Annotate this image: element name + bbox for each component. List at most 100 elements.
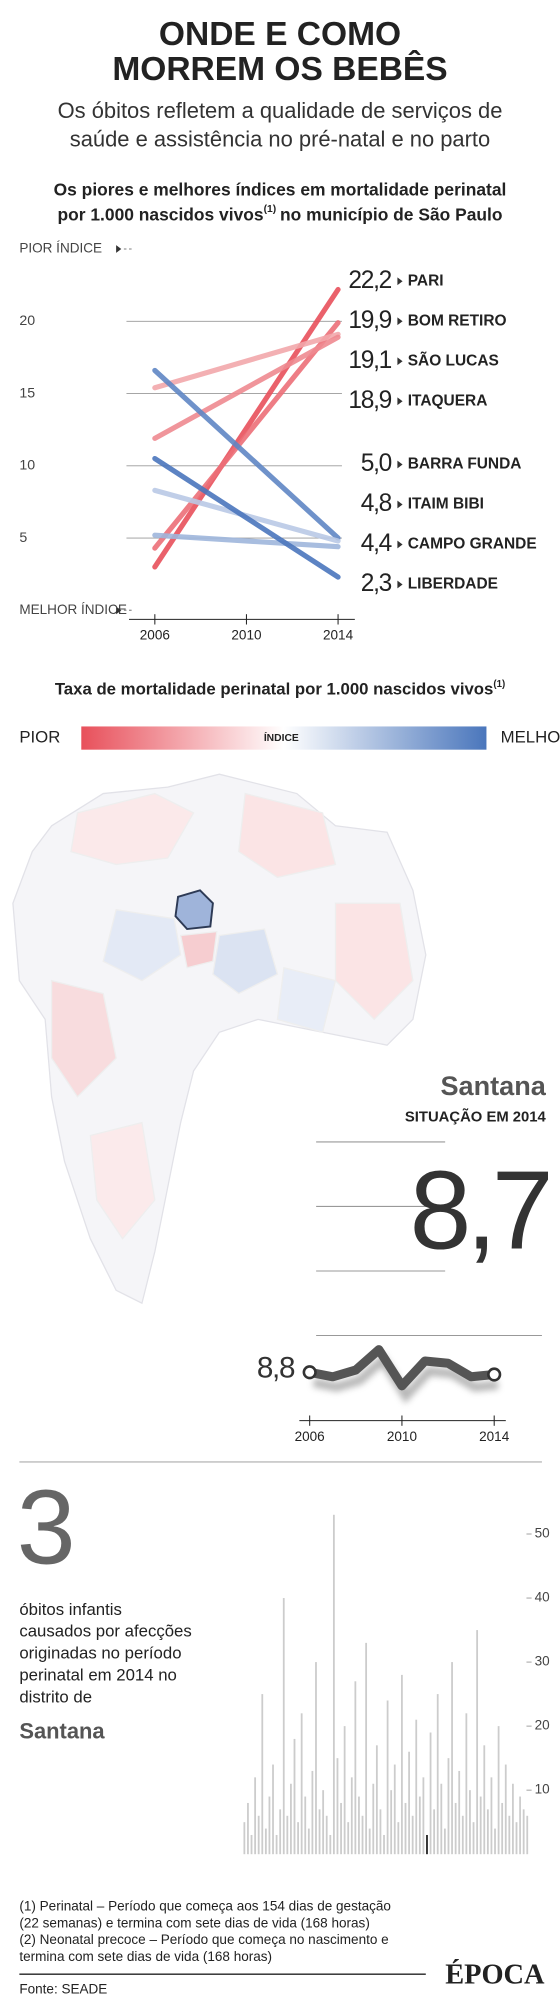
bar xyxy=(429,1732,432,1855)
bar xyxy=(526,1815,529,1855)
y-tick-label: 10 xyxy=(19,458,35,474)
bar xyxy=(290,1783,292,1855)
y-tick-label: 5 xyxy=(19,530,27,546)
highlight-value: 3 xyxy=(17,1468,76,1586)
end-point xyxy=(487,1367,502,1382)
bar xyxy=(383,1834,385,1855)
chart-title-part: no município de São Paulo xyxy=(280,204,502,224)
bar xyxy=(454,1802,457,1855)
x-tick-label: 2006 xyxy=(295,1429,325,1444)
value-label: 5,0 xyxy=(361,450,392,477)
arrow xyxy=(397,500,403,509)
arrow xyxy=(397,460,403,469)
footnote: (22 semanas) e termina com sete dias de … xyxy=(19,1915,369,1930)
x-tick-label: 2014 xyxy=(323,628,354,643)
bar xyxy=(307,1828,310,1855)
y-tick-label: MELHOR ÍNDICE xyxy=(19,602,127,617)
y-tick-label: 20 xyxy=(19,313,35,329)
district xyxy=(334,902,414,1021)
bar xyxy=(443,1828,446,1855)
bar xyxy=(458,1770,461,1855)
chart-title: por 1.000 nascidos vivos(1) no município … xyxy=(58,204,503,224)
bar xyxy=(483,1745,486,1855)
district xyxy=(102,908,182,982)
value-label: 2,3 xyxy=(361,570,392,597)
bar xyxy=(304,1796,307,1855)
legend-label: BARRA FUNDA xyxy=(408,456,522,473)
legend-label: SÃO LUCAS xyxy=(408,351,499,369)
bar xyxy=(365,1642,368,1855)
bar xyxy=(315,1662,317,1855)
bar xyxy=(415,1719,418,1855)
bar xyxy=(243,1822,246,1855)
district xyxy=(50,979,117,1098)
value-label: 22,2 xyxy=(348,267,391,294)
y-tick-label: 10 xyxy=(535,1782,550,1797)
bar xyxy=(465,1713,468,1855)
district xyxy=(276,966,337,1034)
santana-title: Santana xyxy=(440,1070,546,1101)
decor-lines xyxy=(316,1141,542,1336)
bar xyxy=(404,1802,407,1855)
caption: originadas no período xyxy=(19,1644,181,1663)
bar xyxy=(272,1764,274,1855)
series-line xyxy=(152,320,341,551)
value-label: 19,9 xyxy=(348,307,391,334)
footnote: (1) Perinatal – Período que começa aos 1… xyxy=(19,1899,391,1914)
bar xyxy=(261,1694,264,1855)
district xyxy=(238,792,337,879)
value-label: 18,9 xyxy=(348,387,391,414)
series-line xyxy=(152,286,341,570)
bar xyxy=(501,1802,504,1855)
bar xyxy=(329,1834,332,1855)
y-tick-label: 30 xyxy=(535,1654,550,1669)
bar xyxy=(422,1777,425,1855)
bar xyxy=(247,1802,249,1855)
chart-title-part: por 1.000 nascidos vivos xyxy=(58,204,264,224)
footnote: termina com sete dias de vida (168 horas… xyxy=(19,1949,272,1964)
y-tick-label: 40 xyxy=(535,1590,550,1605)
series-line xyxy=(152,456,341,580)
legend-label: CAMPO GRANDE xyxy=(408,536,537,553)
title: MORREM OS BEBÊS xyxy=(112,50,447,88)
bar xyxy=(401,1674,403,1855)
map-title: Taxa de mortalidade perinatal por 1.000 … xyxy=(55,678,505,698)
bar xyxy=(390,1790,393,1855)
series-line xyxy=(305,1345,499,1391)
bar xyxy=(497,1726,500,1855)
bar xyxy=(418,1796,421,1855)
bar xyxy=(300,1713,303,1855)
caption: distrito de xyxy=(19,1688,92,1707)
bar xyxy=(512,1783,514,1855)
legend-high: MELHOR xyxy=(501,728,560,747)
caption: óbitos infantis xyxy=(19,1600,122,1619)
district xyxy=(212,928,279,995)
bar xyxy=(447,1758,450,1855)
bar xyxy=(504,1764,507,1855)
bar xyxy=(486,1809,489,1855)
value-label: 4,8 xyxy=(361,490,392,517)
legend-label: PARI xyxy=(408,272,444,289)
legend-label: ITAIM BIBI xyxy=(408,496,484,513)
logo: ÉPOCA xyxy=(445,1957,545,1990)
x-tick-label: 2006 xyxy=(140,628,170,643)
bar xyxy=(433,1809,436,1855)
bar xyxy=(268,1796,271,1855)
bar xyxy=(461,1815,464,1855)
bar xyxy=(436,1694,439,1855)
series-line xyxy=(152,532,341,550)
bar xyxy=(375,1745,378,1855)
caption: causados por afecções xyxy=(19,1622,191,1641)
value-label: 8,8 xyxy=(257,1352,295,1385)
bar xyxy=(318,1809,321,1855)
bar xyxy=(254,1777,257,1855)
value-label-big: 8,7 xyxy=(410,1149,549,1273)
bar xyxy=(368,1828,371,1855)
bar xyxy=(279,1809,282,1855)
chart-title: Os piores e melhores índices em mortalid… xyxy=(54,180,507,200)
bar xyxy=(275,1834,278,1855)
bar xyxy=(311,1770,314,1855)
district-name: Santana xyxy=(19,1719,105,1744)
arrow xyxy=(397,317,403,326)
